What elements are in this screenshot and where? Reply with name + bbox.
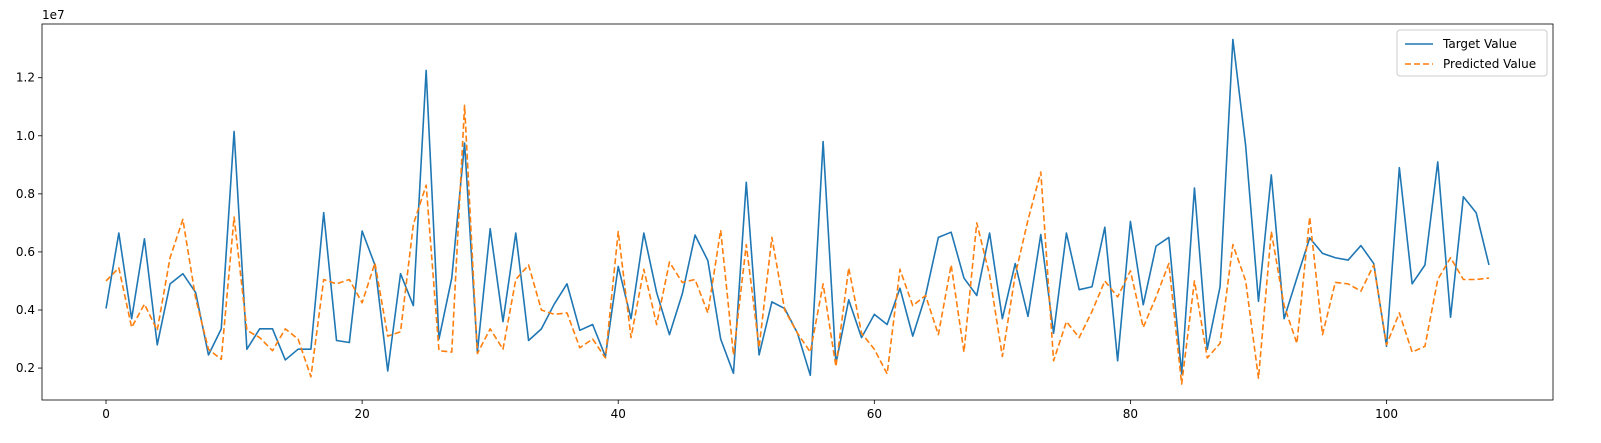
y-offset-label: 1e7: [42, 8, 65, 22]
legend: Target Value Predicted Value: [1396, 29, 1548, 77]
legend-label: Predicted Value: [1443, 57, 1536, 71]
x-tick-label: 20: [354, 407, 369, 421]
y-tick-label: 0.6: [16, 245, 35, 259]
y-tick-label: 0.2: [16, 361, 35, 375]
y-tick-label: 1.2: [16, 71, 35, 85]
y-axis: 0.2 0.4 0.6 0.8 1.0 1.2: [16, 71, 42, 375]
series-line-target-value: [105, 38, 1490, 377]
x-tick-label: 100: [1375, 407, 1398, 421]
axes-frame: [41, 23, 1554, 401]
x-tick-label: 40: [611, 407, 626, 421]
x-tick-label: 80: [1123, 407, 1138, 421]
x-tick-label: 0: [102, 407, 110, 421]
x-axis: 0 20 40 60 80 100: [102, 400, 1398, 421]
legend-box: [1396, 29, 1548, 77]
x-tick-label: 60: [867, 407, 882, 421]
y-tick-label: 0.4: [16, 303, 35, 317]
series-line-predicted-value: [105, 104, 1490, 385]
plot-area: [105, 38, 1490, 385]
y-tick-label: 1.0: [16, 129, 35, 143]
legend-label: Target Value: [1442, 37, 1517, 51]
y-tick-label: 0.8: [16, 187, 35, 201]
